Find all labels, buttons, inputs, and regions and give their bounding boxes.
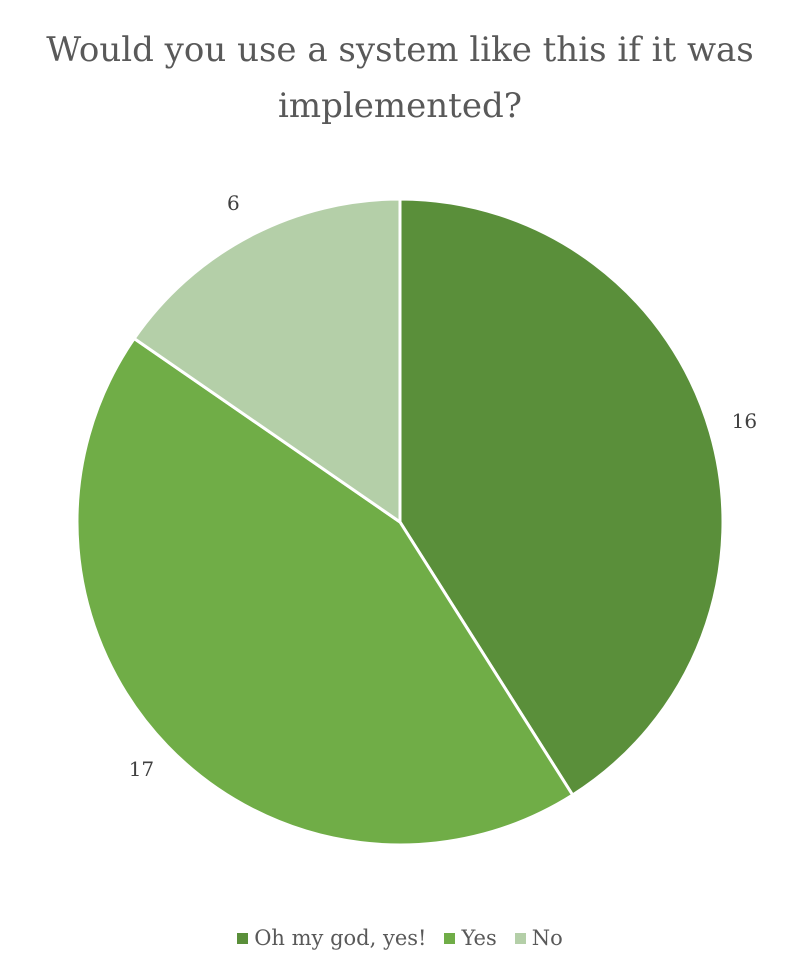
data-labels: 16 17 6 [129, 191, 757, 781]
pie-slice-oh-my-god-yes[interactable] [398, 197, 725, 797]
legend-item-oh-my-god-yes[interactable]: Oh my god, yes! [237, 926, 426, 950]
legend-swatch [514, 932, 526, 944]
pie-slice-yes[interactable] [75, 337, 575, 847]
legend-label: Oh my god, yes! [254, 926, 427, 950]
chart-title: Would you use a system like this if it w… [46, 30, 754, 126]
legend-label: No [531, 926, 563, 950]
legend-swatch [237, 932, 249, 944]
legend-item-no[interactable]: No [514, 926, 563, 950]
legend-label: Yes [461, 926, 497, 950]
data-label-oh-my-god-yes: 16 [732, 409, 757, 433]
chart-legend: Oh my god, yes! Yes No [0, 926, 800, 950]
legend-swatch [444, 932, 456, 944]
pie-slice-no[interactable] [132, 197, 402, 524]
pie-slices [75, 197, 725, 847]
data-label-no: 6 [227, 191, 240, 215]
legend-item-yes[interactable]: Yes [444, 926, 497, 950]
data-label-yes: 17 [129, 757, 154, 781]
